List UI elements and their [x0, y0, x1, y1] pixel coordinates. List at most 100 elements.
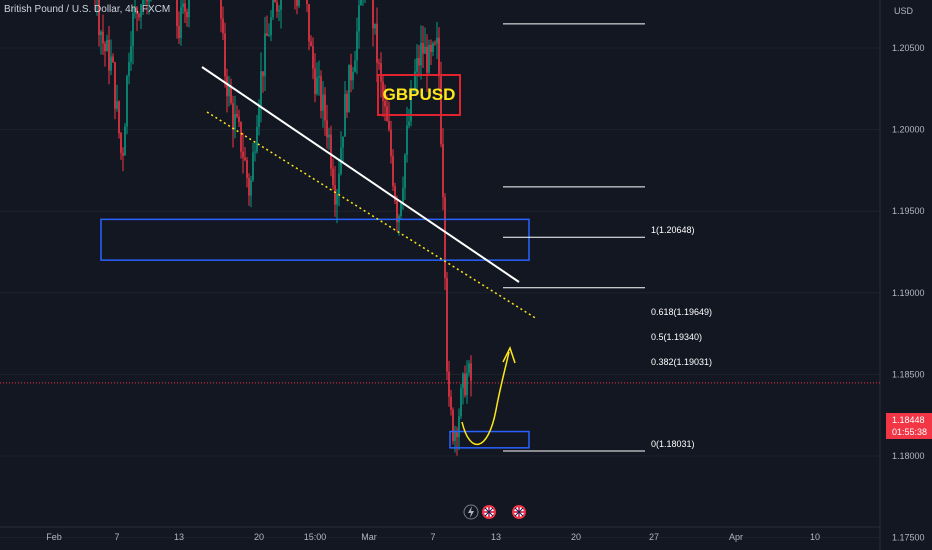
- fib-level-1-label[interactable]: 1(1.20648): [651, 225, 695, 235]
- candle-body: [140, 4, 142, 18]
- currency-label[interactable]: USD: [894, 6, 914, 16]
- fib-level-0382-label[interactable]: 0.382(1.19031): [651, 357, 713, 367]
- uk-flag-icon[interactable]: [512, 505, 526, 519]
- candle: [452, 407, 454, 445]
- candle: [298, 0, 300, 8]
- candle: [308, 4, 310, 51]
- candle-body: [312, 46, 314, 69]
- candle: [434, 40, 436, 46]
- candle-body: [134, 7, 136, 14]
- candle: [328, 127, 330, 150]
- candle: [294, 0, 296, 10]
- candle: [130, 31, 132, 71]
- candle: [374, 23, 376, 35]
- candle: [424, 27, 426, 54]
- candle-body: [110, 56, 112, 71]
- candle-body: [186, 11, 188, 18]
- candle: [378, 58, 380, 70]
- price-axis: 1.230001.225001.220001.215001.210001.205…: [879, 0, 925, 550]
- candle-body: [418, 58, 420, 66]
- fib-level-0-label[interactable]: 0(1.18031): [651, 439, 695, 449]
- candle: [230, 78, 232, 105]
- uk-flag-icon[interactable]: [482, 505, 496, 519]
- candle-body: [138, 13, 140, 18]
- candle-body: [106, 39, 108, 52]
- candle-body: [448, 371, 450, 397]
- fib-level-05-label[interactable]: 0.5(1.19340): [651, 332, 703, 342]
- last-price-badge: 1.18448 01:55:38: [886, 413, 932, 439]
- candle: [242, 132, 244, 174]
- candle: [254, 142, 256, 162]
- candle-body: [124, 126, 126, 156]
- candle-body: [332, 168, 334, 186]
- candle-body: [338, 173, 340, 194]
- candle-body: [104, 43, 106, 52]
- candle-body: [262, 71, 264, 77]
- candle: [448, 360, 450, 407]
- candle-body: [230, 86, 232, 104]
- bar-countdown: 01:55:38: [892, 427, 928, 437]
- candle-body: [188, 0, 190, 18]
- candle: [330, 125, 332, 177]
- candle-body: [456, 431, 458, 438]
- candle: [138, 12, 140, 21]
- candle-body: [376, 23, 378, 63]
- candle-body: [146, 0, 148, 2]
- candle: [344, 81, 346, 137]
- lightning-icon[interactable]: [463, 504, 479, 520]
- candle: [418, 45, 420, 77]
- candle-body: [372, 0, 374, 29]
- candle: [340, 131, 342, 176]
- candle-body: [414, 71, 416, 90]
- candle-body: [126, 76, 128, 127]
- candle-body: [116, 101, 118, 109]
- candle: [446, 271, 448, 381]
- candle-body: [222, 18, 224, 34]
- candle-body: [260, 71, 262, 106]
- candle-body: [266, 33, 268, 36]
- candle-body: [228, 86, 230, 97]
- candle: [306, 0, 308, 12]
- candle: [280, 0, 282, 29]
- candle: [348, 64, 350, 113]
- candle: [310, 35, 312, 47]
- candle: [352, 66, 354, 90]
- descending-trendline: [201, 66, 520, 283]
- candle-body: [112, 56, 114, 63]
- candle: [426, 34, 428, 92]
- price-tick-label: 1.18000: [892, 451, 925, 461]
- candle-body: [392, 156, 394, 187]
- candle: [326, 104, 328, 149]
- candle: [350, 53, 352, 93]
- candle-body: [342, 136, 344, 148]
- candle-body: [458, 416, 460, 438]
- candle: [102, 14, 104, 55]
- time-tick-label: 15:00: [304, 532, 327, 542]
- candle: [186, 8, 188, 27]
- candle-body: [388, 120, 390, 130]
- candle: [360, 0, 362, 6]
- candle-body: [254, 151, 256, 153]
- candle-body: [234, 113, 236, 130]
- candle: [124, 123, 126, 156]
- candle: [274, 0, 276, 3]
- candle-body: [346, 93, 348, 113]
- fib-level-0618-label[interactable]: 0.618(1.19649): [651, 307, 713, 317]
- candle-body: [182, 3, 184, 8]
- candle-body: [432, 43, 434, 53]
- time-tick-label: 20: [571, 532, 581, 542]
- candle: [396, 195, 398, 232]
- candle-body: [120, 133, 122, 153]
- pair-label-annotation[interactable]: GBPUSD: [377, 74, 461, 116]
- candle: [332, 158, 334, 190]
- candle: [432, 41, 434, 57]
- symbol-title[interactable]: British Pound / U.S. Dollar, 4h, FXCM: [4, 4, 171, 15]
- candle: [334, 165, 336, 217]
- candle-body: [404, 154, 406, 189]
- candle-body: [320, 76, 322, 111]
- drawings: [0, 23, 880, 520]
- candle-body: [470, 363, 472, 381]
- candle-body: [416, 58, 418, 72]
- candle-body: [422, 43, 424, 54]
